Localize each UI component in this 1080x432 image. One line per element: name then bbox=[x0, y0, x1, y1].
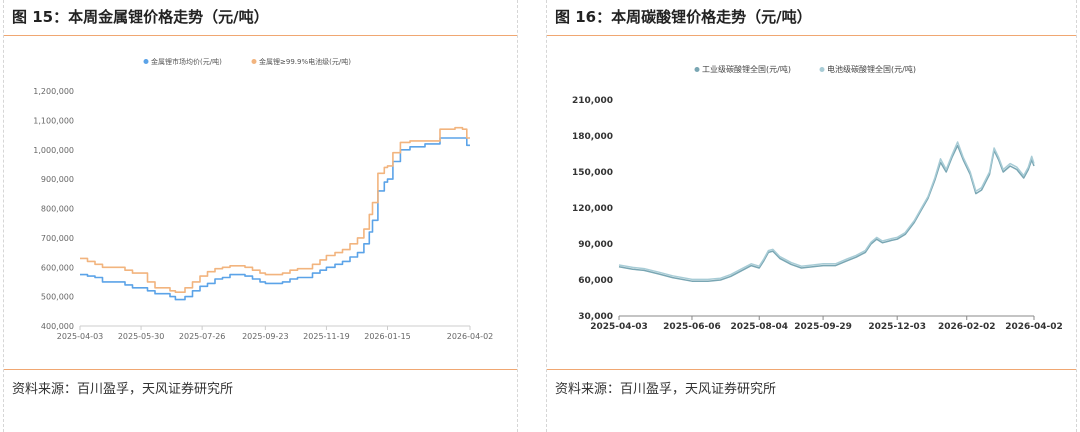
legend-label-1: 金属锂市场均价(元/吨) bbox=[151, 57, 222, 66]
figure-16-source: 资料来源：百川盈孚，天风证券研究所 bbox=[555, 382, 777, 397]
x-tick-label: 2026-02-02 bbox=[938, 322, 996, 332]
legend-marker-2 bbox=[819, 67, 825, 72]
x-tick-label: 2026-04-02 bbox=[1005, 322, 1063, 332]
x-tick-label: 2025-09-29 bbox=[794, 322, 852, 332]
y-tick-label: 30,000 bbox=[578, 312, 613, 322]
chart-panel-right: 图 16：本周碳酸锂价格走势（元/吨） 30,000 60,000 90,000 12… bbox=[546, 0, 1077, 432]
legend-label-2: 金属锂≥99.9%电池级(元/吨) bbox=[259, 57, 351, 66]
x-tick-label: 2025-04-03 bbox=[590, 322, 648, 332]
y-tick-label: 150,000 bbox=[572, 168, 613, 178]
title-divider bbox=[547, 35, 1076, 36]
y-tick-label: 120,000 bbox=[572, 204, 613, 214]
x-tick-label: 2025-08-04 bbox=[730, 322, 788, 332]
y-tick-label: 700,000 bbox=[41, 234, 74, 243]
legend: 金属锂市场均价(元/吨) 金属锂≥99.9%电池级(元/吨) bbox=[143, 57, 351, 66]
series-line-1 bbox=[618, 144, 1035, 282]
x-tick-label: 2025-11-19 bbox=[303, 332, 350, 341]
x-tick-label: 2026-04-02 bbox=[447, 332, 494, 341]
lithium-carbonate-price-chart: 30,000 60,000 90,000 120,000 150,000 180,000 2… bbox=[572, 64, 1063, 332]
x-tick-label: 2025-05-30 bbox=[118, 332, 165, 341]
y-tick-label: 400,000 bbox=[41, 322, 74, 331]
lithium-metal-price-chart: 400,000 500,000 600,000 700,000 800,000 900,0… bbox=[33, 57, 494, 341]
series-line-2 bbox=[618, 141, 1035, 281]
y-tick-label: 500,000 bbox=[41, 293, 74, 302]
y-tick-label: 1,200,000 bbox=[33, 87, 74, 96]
y-tick-label: 90,000 bbox=[578, 240, 613, 250]
legend-label-1: 工业级碳酸锂全国(元/吨) bbox=[702, 64, 791, 74]
x-tick-label: 2026-01-15 bbox=[364, 332, 411, 341]
y-tick-label: 600,000 bbox=[41, 263, 74, 272]
title-divider bbox=[4, 35, 517, 36]
legend: 工业级碳酸锂全国(元/吨) 电池级碳酸锂全国(元/吨) bbox=[694, 64, 916, 74]
legend-label-2: 电池级碳酸锂全国(元/吨) bbox=[827, 64, 916, 74]
y-tick-label: 900,000 bbox=[41, 175, 74, 184]
series-line-1 bbox=[80, 137, 470, 301]
x-tick-label: 2025-09-23 bbox=[242, 332, 289, 341]
chart-panel-left: 图 15：本周金属锂价格走势（元/吨） 400,000 500,000 600,00… bbox=[3, 0, 518, 432]
figure-15-source: 资料来源：百川盈孚，天风证券研究所 bbox=[12, 382, 234, 397]
source-divider bbox=[547, 369, 1076, 370]
source-divider bbox=[4, 369, 517, 370]
x-tick-label: 2025-07-26 bbox=[179, 332, 226, 341]
y-tick-label: 60,000 bbox=[578, 276, 613, 286]
y-tick-label: 210,000 bbox=[572, 96, 613, 106]
legend-marker-2 bbox=[251, 59, 257, 64]
x-tick-label: 2025-06-06 bbox=[663, 322, 721, 332]
x-tick-label: 2025-12-03 bbox=[868, 322, 926, 332]
y-tick-label: 180,000 bbox=[572, 132, 613, 142]
legend-marker-1 bbox=[694, 67, 700, 72]
legend-marker-1 bbox=[143, 59, 149, 64]
figure-16-title: 图 16：本周碳酸锂价格走势（元/吨） bbox=[555, 8, 812, 26]
y-tick-label: 800,000 bbox=[41, 205, 74, 214]
y-tick-label: 1,100,000 bbox=[33, 116, 74, 125]
series-line-2 bbox=[80, 126, 470, 293]
x-tick-label: 2025-04-03 bbox=[57, 332, 104, 341]
figure-15-title: 图 15：本周金属锂价格走势（元/吨） bbox=[12, 8, 269, 26]
y-tick-label: 1,000,000 bbox=[33, 146, 74, 155]
